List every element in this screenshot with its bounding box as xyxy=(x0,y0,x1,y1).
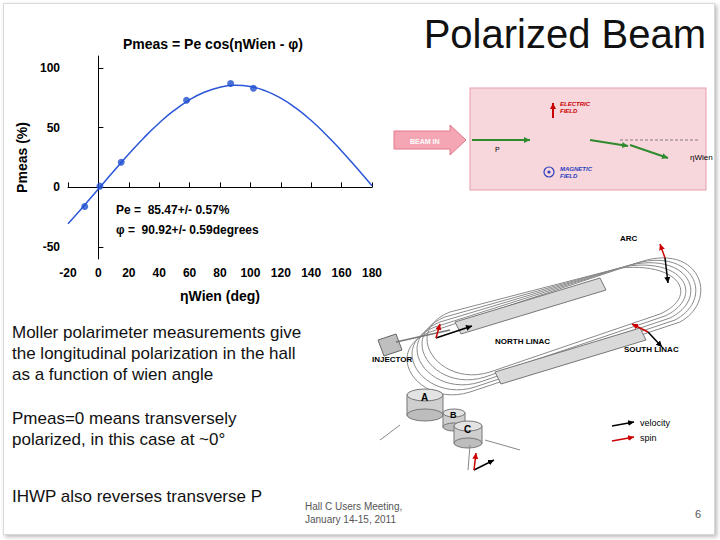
svg-text:80: 80 xyxy=(213,266,227,280)
svg-text:160: 160 xyxy=(332,266,352,280)
html-text:Polarized Beam: Polarized Beam xyxy=(423,12,706,56)
svg-text:100: 100 xyxy=(40,61,60,75)
svg-text:ARC: ARC xyxy=(620,234,638,243)
svg-text:Pmeas (%): Pmeas (%) xyxy=(14,122,30,193)
html-text:January 14-15, 2011: January 14-15, 2011 xyxy=(305,514,396,525)
html-text:IHWP also reverses transverse: IHWP also reverses transverse P xyxy=(12,487,262,506)
svg-text:140: 140 xyxy=(301,266,321,280)
html-text:6: 6 xyxy=(695,508,702,520)
svg-text:40: 40 xyxy=(153,266,167,280)
html-text:Pmeas=0 means transversely pol: Pmeas=0 means transversely polarized, in… xyxy=(12,409,237,449)
svg-text:FIELD: FIELD xyxy=(560,108,578,114)
svg-text:spin: spin xyxy=(640,433,657,443)
svg-text:φ = 90.92+/- 0.59degrees: φ = 90.92+/- 0.59degrees xyxy=(116,223,259,237)
svg-text:NORTH LINAC: NORTH LINAC xyxy=(495,337,550,346)
svg-text:A: A xyxy=(421,392,428,403)
svg-text:50: 50 xyxy=(47,121,61,135)
svg-text:-50: -50 xyxy=(43,240,61,254)
svg-text:20: 20 xyxy=(122,266,136,280)
html-text:Moller polarimeter measurement: Moller polarimeter measurements give the… xyxy=(12,323,302,384)
svg-text:Pmeas = Pe cos(ηWien - φ): Pmeas = Pe cos(ηWien - φ) xyxy=(123,36,303,52)
svg-text:B: B xyxy=(450,410,457,420)
svg-text:P: P xyxy=(495,146,500,153)
svg-text:100: 100 xyxy=(240,266,260,280)
svg-text:-20: -20 xyxy=(59,266,77,280)
svg-text:0: 0 xyxy=(53,180,60,194)
svg-text:120: 120 xyxy=(271,266,291,280)
svg-text:SOUTH LINAC: SOUTH LINAC xyxy=(624,345,679,354)
svg-text:60: 60 xyxy=(183,266,197,280)
svg-text:INJECTOR: INJECTOR xyxy=(372,355,413,364)
svg-text:ηWien (deg): ηWien (deg) xyxy=(180,288,260,304)
svg-text:BEAM IN: BEAM IN xyxy=(410,138,440,145)
svg-text:0: 0 xyxy=(95,266,102,280)
svg-text:ηWien: ηWien xyxy=(690,153,713,162)
svg-text:Pe = 85.47+/- 0.57%: Pe = 85.47+/- 0.57% xyxy=(116,203,230,217)
svg-text:180: 180 xyxy=(362,266,382,280)
svg-text:MAGNETIC: MAGNETIC xyxy=(560,166,593,172)
html-text:Hall C Users Meeting,: Hall C Users Meeting, xyxy=(305,501,403,512)
svg-text:ELECTRIC: ELECTRIC xyxy=(560,101,591,107)
svg-text:FIELD: FIELD xyxy=(560,173,578,179)
svg-text:C: C xyxy=(464,424,471,435)
svg-text:velocity: velocity xyxy=(640,418,671,428)
